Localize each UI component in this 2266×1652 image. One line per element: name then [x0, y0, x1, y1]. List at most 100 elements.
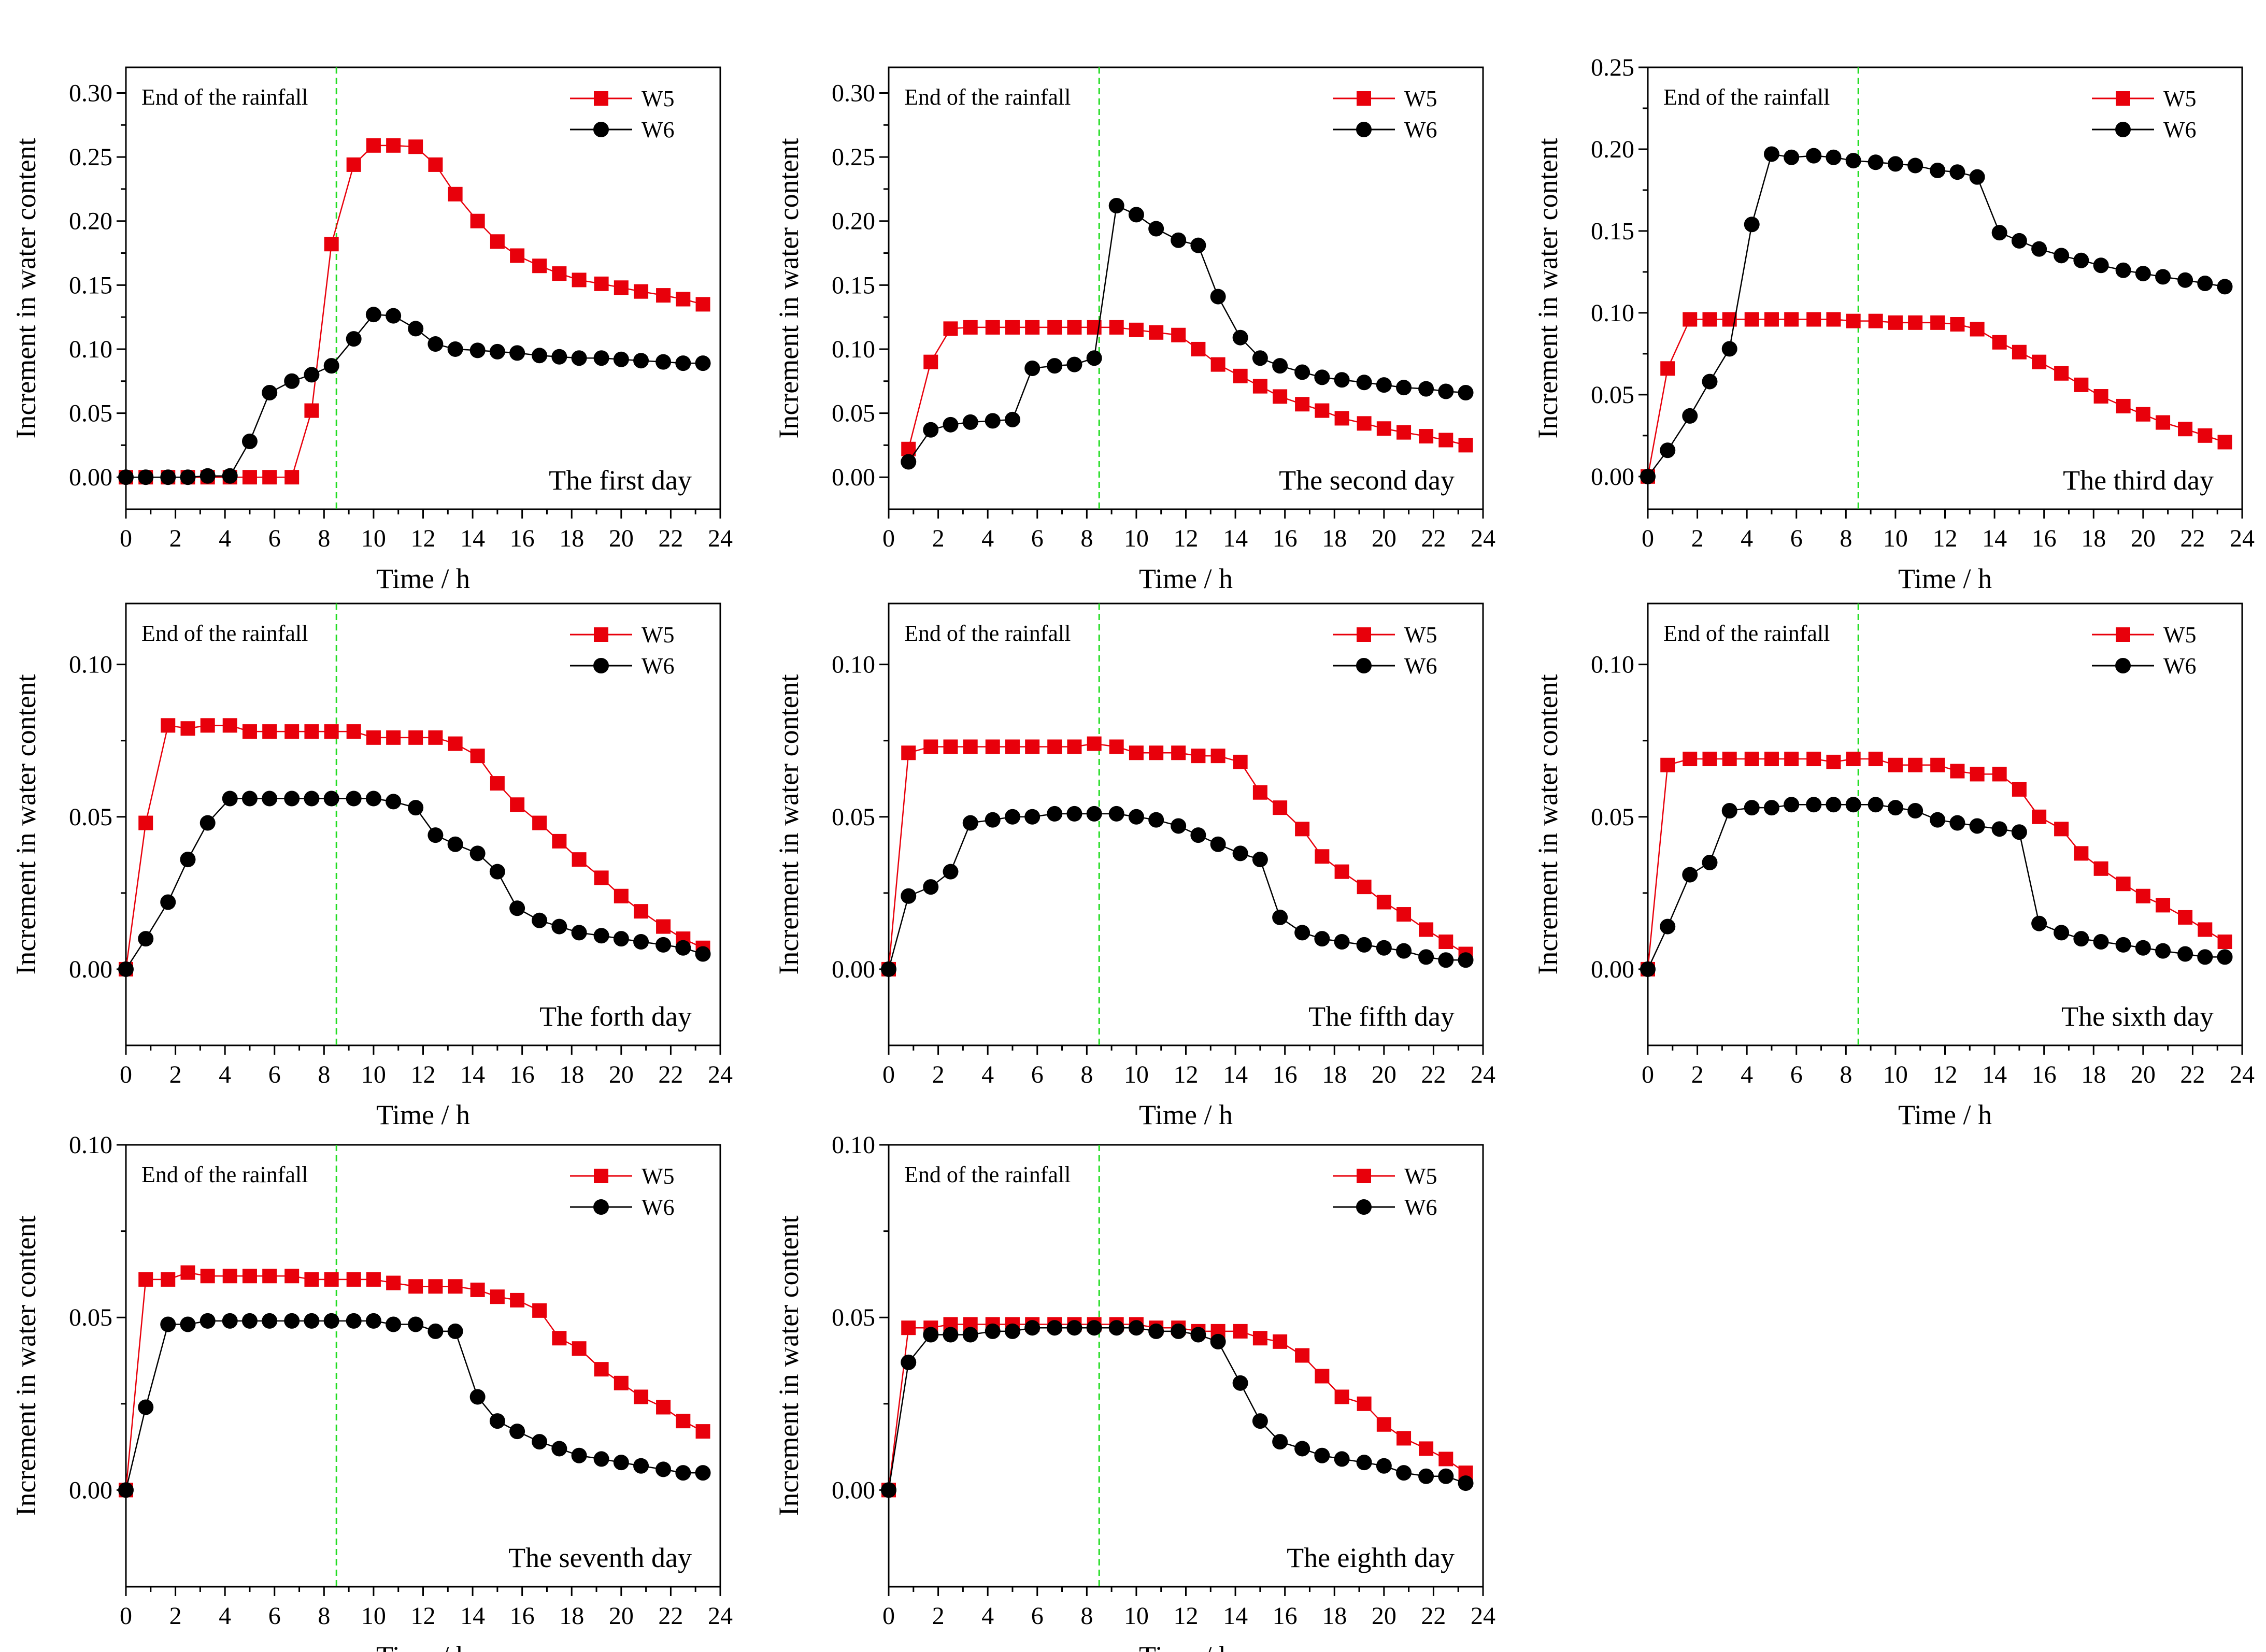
- data-point-w6: [1826, 797, 1842, 813]
- data-point-w5: [532, 258, 547, 274]
- data-point-w5: [1660, 361, 1675, 376]
- data-point-w6: [881, 961, 896, 977]
- data-point-w6: [1763, 146, 1779, 162]
- data-point-w6: [1190, 827, 1206, 843]
- data-point-w5: [594, 1362, 609, 1377]
- data-point-w5: [1419, 1441, 1434, 1456]
- data-point-w6: [1314, 369, 1330, 385]
- data-point-w6: [1232, 329, 1248, 346]
- data-point-w6: [1108, 806, 1124, 822]
- data-point-w6: [1086, 350, 1102, 366]
- data-point-w5: [1702, 312, 1717, 327]
- data-point-w6: [1418, 949, 1434, 965]
- x-axis-label: Time / h: [1139, 1099, 1233, 1130]
- x-tick-label: 22: [1421, 1061, 1446, 1088]
- data-point-w6: [1682, 408, 1698, 424]
- data-point-w6: [323, 1313, 339, 1329]
- x-tick-label: 12: [411, 525, 436, 552]
- data-point-w6: [469, 342, 486, 358]
- data-point-w6: [2054, 925, 2070, 941]
- legend-label-w6: W6: [642, 117, 675, 142]
- data-point-w5: [284, 470, 300, 485]
- data-point-w5: [408, 139, 423, 154]
- data-point-w5: [510, 1292, 525, 1308]
- data-point-w5: [1868, 313, 1883, 328]
- rainfall-end-label: End of the rainfall: [141, 84, 308, 110]
- data-point-w5: [943, 321, 958, 336]
- y-tick-label: 0.05: [832, 803, 875, 831]
- x-tick-label: 4: [219, 1061, 231, 1088]
- data-point-w6: [551, 918, 567, 935]
- series-line-w6: [126, 313, 703, 478]
- data-point-w6: [1171, 1323, 1187, 1339]
- y-tick-label: 0.20: [1591, 136, 1634, 163]
- data-point-w6: [2011, 233, 2027, 249]
- data-point-w5: [262, 724, 277, 739]
- data-point-w5: [2012, 344, 2027, 360]
- data-point-w6: [1969, 169, 1985, 185]
- data-point-w6: [1660, 442, 1676, 458]
- data-point-w6: [943, 864, 959, 880]
- data-point-w5: [2156, 898, 2171, 913]
- x-tick-label: 4: [981, 1061, 994, 1088]
- data-point-w5: [510, 797, 525, 812]
- x-tick-label: 2: [169, 1602, 182, 1630]
- data-point-w5: [1109, 739, 1124, 754]
- data-point-w5: [262, 1269, 277, 1284]
- data-point-w6: [1148, 812, 1164, 828]
- data-point-w5: [614, 888, 629, 903]
- data-point-w6: [695, 355, 711, 371]
- data-point-w6: [1907, 803, 1923, 819]
- data-point-w5: [985, 320, 1000, 335]
- data-point-w6: [593, 350, 609, 366]
- plot-frame: [125, 66, 721, 510]
- data-point-w6: [2093, 933, 2109, 950]
- data-point-w6: [1806, 797, 1822, 813]
- x-tick-label: 16: [510, 525, 535, 552]
- legend-marker-w6: [593, 658, 609, 673]
- x-tick-label: 16: [510, 1061, 535, 1088]
- data-point-w5: [594, 870, 609, 885]
- x-tick-label: 12: [411, 1602, 436, 1630]
- x-tick-label: 14: [460, 1602, 485, 1630]
- data-point-w6: [881, 1482, 896, 1498]
- data-point-w6: [962, 1327, 978, 1343]
- data-point-w6: [1438, 383, 1454, 399]
- data-point-w6: [962, 815, 978, 831]
- data-point-w6: [284, 373, 300, 389]
- x-tick-label: 18: [559, 525, 584, 552]
- data-point-w6: [489, 343, 505, 360]
- x-tick-label: 2: [932, 1602, 945, 1630]
- data-point-w5: [242, 470, 257, 485]
- x-tick-label: 0: [120, 525, 132, 552]
- data-point-w6: [2054, 248, 2070, 264]
- x-tick-label: 14: [1223, 525, 1248, 552]
- data-point-w5: [614, 280, 629, 295]
- data-point-w5: [2178, 910, 2193, 925]
- data-point-w5: [614, 1375, 629, 1390]
- x-tick-label: 0: [120, 1602, 132, 1630]
- x-tick-label: 6: [1031, 525, 1044, 552]
- legend-marker-w6: [1356, 1199, 1372, 1215]
- data-point-w6: [509, 1424, 525, 1440]
- data-point-w5: [1950, 317, 1965, 332]
- x-tick-label: 8: [1840, 1061, 1852, 1088]
- y-axis-label: Increment in water content: [10, 138, 41, 438]
- x-tick-label: 8: [1840, 525, 1852, 552]
- data-point-w6: [1004, 411, 1020, 427]
- legend-marker-w6: [593, 122, 609, 137]
- x-axis-label: Time / h: [1139, 1641, 1233, 1652]
- data-point-w5: [1826, 754, 1841, 769]
- data-point-w5: [1087, 736, 1102, 751]
- data-point-w6: [1721, 341, 1737, 357]
- data-point-w6: [241, 791, 258, 807]
- data-point-w6: [1763, 800, 1779, 816]
- chart-day-title: The seventh day: [508, 1542, 692, 1573]
- data-point-w6: [695, 1465, 711, 1481]
- data-point-w5: [2074, 377, 2089, 392]
- x-tick-label: 0: [882, 525, 895, 552]
- x-tick-label: 14: [1223, 1061, 1248, 1088]
- data-point-w5: [1908, 757, 1923, 772]
- data-point-w5: [470, 749, 485, 764]
- data-point-w6: [2135, 266, 2151, 282]
